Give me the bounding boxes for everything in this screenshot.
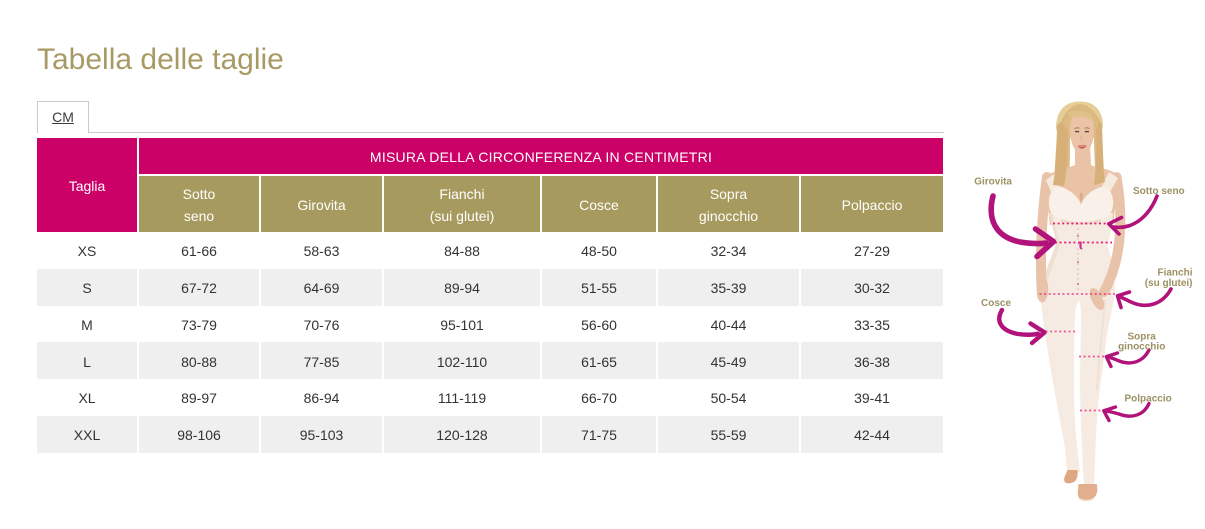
svg-text:ginocchio: ginocchio (1118, 341, 1165, 352)
svg-text:(su glutei): (su glutei) (1145, 278, 1193, 289)
svg-text:Fianchi: Fianchi (1157, 268, 1192, 279)
svg-text:Sopra: Sopra (1128, 331, 1157, 342)
svg-text:Cosce: Cosce (981, 298, 1011, 309)
svg-text:Sotto seno: Sotto seno (1133, 186, 1185, 197)
svg-text:Girovita: Girovita (974, 177, 1012, 188)
svg-text:Polpaccio: Polpaccio (1125, 394, 1172, 405)
